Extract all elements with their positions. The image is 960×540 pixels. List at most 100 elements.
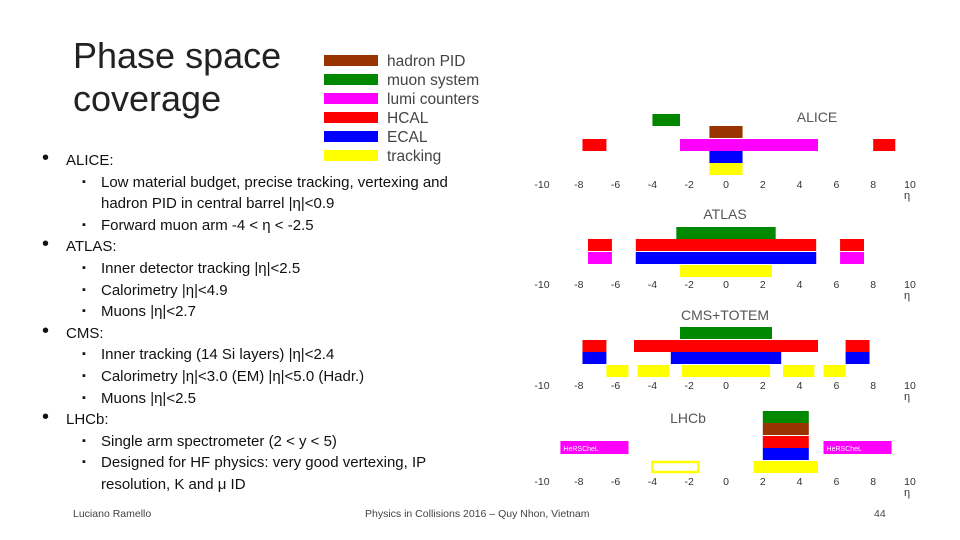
x-tick-label: -8 xyxy=(574,380,583,392)
coverage-bar xyxy=(762,436,809,448)
x-tick-label: -8 xyxy=(574,179,583,191)
coverage-bar xyxy=(588,252,612,264)
coverage-bar xyxy=(680,265,772,277)
x-tick-label: 0 xyxy=(723,179,729,191)
x-tick-label: -10 xyxy=(534,380,549,392)
x-tick-label: 4 xyxy=(797,476,803,488)
legend-label: HCAL xyxy=(387,110,429,127)
x-tick-label: -8 xyxy=(574,476,583,488)
x-tick-label: 6 xyxy=(833,380,839,392)
x-tick-label: -2 xyxy=(685,279,694,291)
x-tick-label: 6 xyxy=(833,179,839,191)
coverage-bar xyxy=(606,365,629,377)
footer-conference: Physics in Collisions 2016 – Quy Nhon, V… xyxy=(365,508,590,520)
bullet-list: ALICE: Low material budget, precise trac… xyxy=(42,148,482,496)
x-tick-label: 4 xyxy=(797,179,803,191)
sub-bullet: Calorimetry |η|<4.9 xyxy=(42,280,482,302)
coverage-bar xyxy=(799,252,817,264)
coverage-bar xyxy=(582,340,607,352)
coverage-bar xyxy=(635,252,817,264)
x-tick-label: -6 xyxy=(611,179,620,191)
x-tick-label: -6 xyxy=(611,476,620,488)
x-axis-label: η xyxy=(904,190,910,202)
slide-title: Phase space coverage xyxy=(73,34,281,120)
coverage-bar xyxy=(588,239,612,251)
x-tick-label: -8 xyxy=(574,279,583,291)
legend-swatch xyxy=(324,93,378,104)
experiment-label: CMS+TOTEM xyxy=(681,307,769,323)
sub-bullet: Calorimetry |η|<3.0 (EM) |η|<5.0 (Hadr.) xyxy=(42,366,482,388)
x-tick-label: 6 xyxy=(833,476,839,488)
x-axis-label: η xyxy=(904,290,910,302)
coverage-bar xyxy=(635,239,817,251)
x-tick-label: -6 xyxy=(611,279,620,291)
experiment-label: LHCb xyxy=(670,410,706,426)
x-tick-label: 10 xyxy=(904,380,916,392)
coverage-bar xyxy=(637,365,669,377)
x-tick-label: -2 xyxy=(685,380,694,392)
x-tick-label: -10 xyxy=(534,179,549,191)
sub-bullet: Low material budget, precise tracking, v… xyxy=(42,172,482,215)
x-tick-label: 8 xyxy=(870,380,876,392)
x-tick-label: 6 xyxy=(833,279,839,291)
herschel-box xyxy=(560,441,629,454)
page-number: 44 xyxy=(874,508,886,520)
sub-bullet: Inner detector tracking |η|<2.5 xyxy=(42,258,482,280)
x-tick-label: -4 xyxy=(648,380,657,392)
x-tick-label: 2 xyxy=(760,380,766,392)
coverage-bar xyxy=(845,340,870,352)
x-tick-label: 4 xyxy=(797,380,803,392)
coverage-bar xyxy=(670,352,782,364)
title-line-1: Phase space xyxy=(73,35,282,76)
coverage-bar-outline xyxy=(651,460,700,474)
legend-label: hadron PID xyxy=(387,53,465,70)
sub-bullet: Forward muon arm -4 < η < -2.5 xyxy=(42,215,482,237)
x-tick-label: -2 xyxy=(685,476,694,488)
x-tick-label: 2 xyxy=(760,179,766,191)
x-tick-label: 8 xyxy=(870,476,876,488)
x-axis-label: η xyxy=(904,391,910,403)
coverage-bar xyxy=(634,340,818,352)
herschel-box xyxy=(823,441,892,454)
experiment-label: ALICE xyxy=(797,109,837,125)
coverage-bar xyxy=(680,139,818,151)
x-tick-label: 10 xyxy=(904,179,916,191)
x-tick-label: 0 xyxy=(723,476,729,488)
coverage-bar xyxy=(753,461,818,473)
sub-bullet: Single arm spectrometer (2 < y < 5) xyxy=(42,431,482,453)
experiment-label: ATLAS xyxy=(703,206,746,222)
x-tick-label: -10 xyxy=(534,476,549,488)
coverage-bar xyxy=(676,227,776,239)
coverage-bar xyxy=(845,352,870,364)
coverage-bar xyxy=(762,423,809,435)
coverage-bar xyxy=(681,365,771,377)
sub-bullet: Inner tracking (14 Si layers) |η|<2.4 xyxy=(42,344,482,366)
x-tick-label: 8 xyxy=(870,279,876,291)
coverage-bar xyxy=(783,365,815,377)
legend-swatch xyxy=(324,112,378,123)
legend-label: lumi counters xyxy=(387,91,479,108)
legend-swatch xyxy=(324,74,378,85)
bullet-cms: CMS: xyxy=(42,321,482,345)
x-tick-label: 10 xyxy=(904,476,916,488)
footer-author: Luciano Ramello xyxy=(73,508,152,520)
coverage-bar xyxy=(873,139,896,151)
coverage-bar xyxy=(709,126,743,138)
coverage-bar xyxy=(762,411,809,423)
x-tick-label: -4 xyxy=(648,476,657,488)
sub-bullet: Muons |η|<2.5 xyxy=(42,388,482,410)
coverage-bar xyxy=(709,163,743,175)
legend-swatch xyxy=(324,55,378,66)
x-tick-label: 0 xyxy=(723,279,729,291)
title-line-2: coverage xyxy=(73,78,222,119)
herschel-label: HeRSCheL xyxy=(563,446,599,453)
x-tick-label: -10 xyxy=(534,279,549,291)
coverage-bar xyxy=(709,151,743,163)
sub-bullet: Muons |η|<2.7 xyxy=(42,301,482,323)
herschel-label: HeRSCheL xyxy=(827,446,863,453)
x-tick-label: -2 xyxy=(685,179,694,191)
legend-swatch xyxy=(324,131,378,142)
coverage-bar xyxy=(582,352,607,364)
bullet-lhcb: LHCb: xyxy=(42,407,482,431)
legend-label: ECAL xyxy=(387,129,428,146)
